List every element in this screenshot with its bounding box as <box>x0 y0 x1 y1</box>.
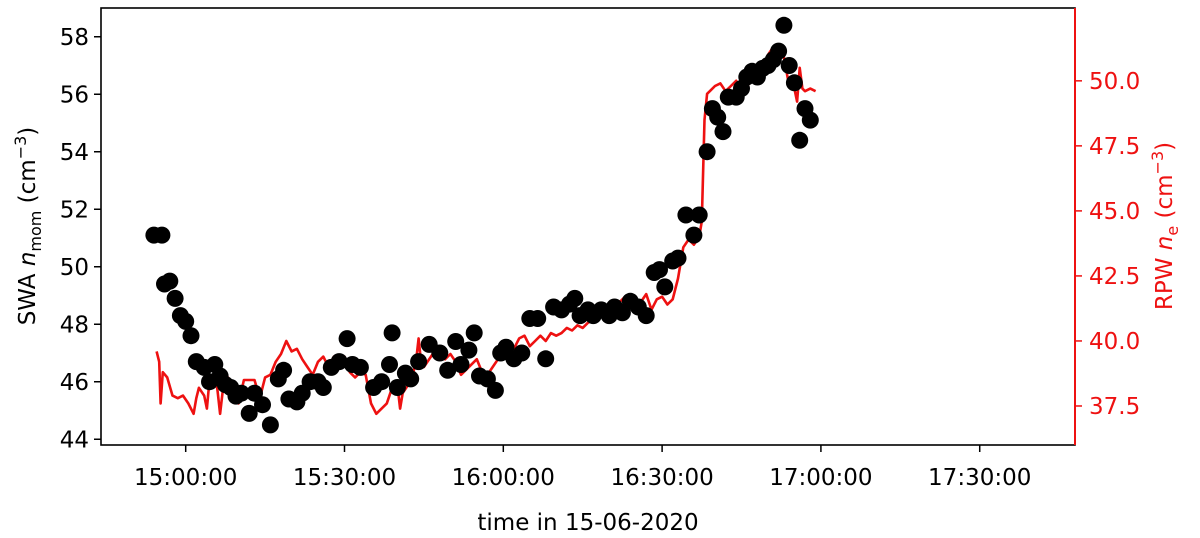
swa-density-point <box>431 344 449 362</box>
left-tick-label: 46 <box>60 370 89 396</box>
left-tick-label: 56 <box>60 82 89 108</box>
swa-density-point <box>232 384 250 402</box>
swa-density-point <box>439 361 457 379</box>
swa-density-point <box>801 111 819 129</box>
right-tick-label: 37.5 <box>1089 394 1140 420</box>
swa-density-point <box>465 324 483 342</box>
right-y-axis-title: RPW ne (cm−3) <box>1148 142 1182 310</box>
swa-density-point <box>690 206 708 224</box>
swa-density-point <box>275 361 293 379</box>
x-axis-title: time in 15-06-2020 <box>477 510 698 536</box>
swa-density-point <box>529 310 547 327</box>
swa-density-point <box>785 74 803 92</box>
swa-density-point <box>698 143 716 161</box>
left-tick-label: 44 <box>60 427 89 453</box>
x-tick-label: 16:00:00 <box>452 465 555 491</box>
right-tick-label: 45.0 <box>1089 199 1140 225</box>
swa-density-point <box>254 396 271 414</box>
swa-density-point <box>537 350 555 368</box>
swa-density-point <box>177 312 195 330</box>
swa-density-point <box>566 289 584 307</box>
swa-density-point <box>669 249 687 267</box>
swa-density-series <box>145 16 819 434</box>
swa-density-point <box>770 42 788 60</box>
swa-density-point <box>775 16 793 34</box>
swa-density-point <box>714 123 732 141</box>
swa-density-point <box>709 108 727 126</box>
swa-density-point <box>460 341 478 359</box>
left-tick-label: 48 <box>60 312 89 338</box>
x-axis: 15:00:00 15:30:00 16:00:00 16:30:00 17:00:00… <box>134 445 1031 491</box>
swa-density-point <box>166 289 184 307</box>
right-tick-label: 40.0 <box>1089 329 1140 355</box>
swa-density-point <box>161 272 179 290</box>
swa-density-point <box>338 330 356 348</box>
swa-density-point <box>153 226 171 244</box>
swa-density-point <box>330 353 348 371</box>
swa-density-point <box>791 131 809 149</box>
rpw-density-line <box>155 45 817 416</box>
swa-density-point <box>383 324 401 342</box>
swa-density-point <box>240 404 258 422</box>
swa-density-point <box>452 356 470 373</box>
swa-density-point <box>402 370 420 388</box>
x-tick-label: 17:00:00 <box>769 465 872 491</box>
left-tick-label: 50 <box>60 255 89 281</box>
swa-density-point <box>651 261 668 279</box>
right-y-axis: 37.5 40.0 42.5 45.0 47.5 50.0 <box>1075 69 1140 420</box>
swa-density-point <box>637 307 655 325</box>
left-tick-label: 54 <box>60 140 89 166</box>
right-tick-label: 42.5 <box>1089 264 1140 290</box>
swa-density-point <box>373 373 391 391</box>
swa-density-point <box>677 206 695 224</box>
swa-density-point <box>410 353 428 371</box>
left-y-axis-title: SWA nmom (cm−3) <box>11 127 45 326</box>
rpw-density-series <box>155 45 817 416</box>
swa-density-point <box>381 356 398 373</box>
x-tick-label: 15:30:00 <box>293 465 396 491</box>
swa-density-point <box>656 278 674 296</box>
swa-density-point <box>780 57 798 74</box>
swa-density-point <box>513 344 531 362</box>
left-y-axis: 44 46 48 50 52 54 56 58 <box>60 25 101 453</box>
x-tick-label: 16:30:00 <box>610 465 713 491</box>
swa-density-point <box>486 381 504 399</box>
left-tick-label: 58 <box>60 25 89 51</box>
swa-density-point <box>388 379 406 396</box>
x-tick-label: 17:30:00 <box>928 465 1031 491</box>
swa-density-point <box>182 327 200 345</box>
x-tick-label: 15:00:00 <box>134 465 237 491</box>
swa-density-point <box>261 416 279 434</box>
right-tick-label: 50.0 <box>1089 69 1140 95</box>
swa-density-point <box>351 358 369 376</box>
swa-density-point <box>447 333 465 350</box>
right-tick-label: 47.5 <box>1089 134 1140 160</box>
left-tick-label: 52 <box>60 197 89 223</box>
swa-density-point <box>314 379 332 396</box>
swa-density-point <box>685 226 703 244</box>
